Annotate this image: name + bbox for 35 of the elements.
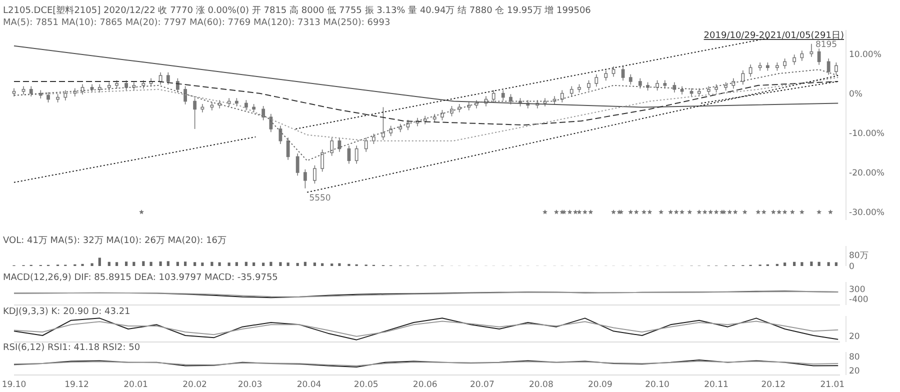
y-tick-label: -400 — [849, 295, 868, 305]
chart-title: RSI(6,12) RSI1: 41.18 RSI2: 50 — [3, 343, 140, 353]
x-tick-label: 20.09 — [588, 380, 612, 390]
y-tick-label: -20.00% — [849, 168, 884, 178]
y-tick-label: 80 — [849, 352, 860, 363]
y-tick-label: 0% — [849, 89, 862, 100]
chart-subtitle: MA(5): 7851 MA(10): 7865 MA(20): 7797 MA(60): 7769 MA(120): 7313 MA(250): 6993 — [3, 18, 390, 28]
x-tick-label: 19.12 — [64, 380, 89, 390]
x-tick-label: 20.01 — [124, 380, 148, 390]
x-tick-label: 21.01 — [820, 380, 845, 390]
chart-title: MACD(12,26,9) DIF: 85.8915 DEA: 103.9797 MACD: -35.9755 — [3, 273, 278, 283]
y-tick-label: -10.00% — [849, 128, 884, 139]
x-tick-label: 20.11 — [704, 380, 728, 390]
annotation: 8195 — [815, 40, 838, 50]
x-tick-label: 20.10 — [645, 380, 670, 390]
y-tick-label: 300 — [849, 285, 866, 295]
chart-title: VOL: 41万 MA(5): 32万 MA(10): 26万 MA(20): 16万 — [3, 236, 227, 246]
x-tick-label: 20.12 — [761, 380, 786, 390]
chart-title: L2105.DCE[塑料2105] 2020/12/22 收 7770 涨 0.00%(0) 开 7815 高 8000 低 7755 振 3.13% 量 40.94万 结 7880 仓 19.95万 增 199506 — [3, 5, 592, 16]
chart-title: KDJ(9,3,3) K: 20.90 D: 43.21 — [3, 307, 130, 317]
x-tick-label: 20.04 — [296, 380, 322, 390]
annotation: 5550 — [309, 193, 331, 204]
y-tick-label: 10.00% — [849, 50, 882, 60]
x-tick-label: 20.02 — [182, 380, 207, 390]
annotation: 2019/10/29-2021/01/05(291日) — [704, 31, 844, 41]
x-tick-label: 20.08 — [529, 380, 554, 390]
x-tick-label: 20.03 — [238, 380, 262, 390]
y-tick-label: 80万 — [849, 250, 869, 261]
x-tick-label: 20.06 — [412, 380, 438, 390]
x-tick-label: 20.07 — [470, 380, 494, 390]
y-tick-label: 0 — [849, 262, 854, 272]
x-tick-label: 19.10 — [2, 380, 26, 390]
y-tick-label: 20 — [849, 366, 860, 376]
x-tick-label: 20.05 — [354, 380, 378, 390]
y-tick-label: -30.00% — [849, 208, 884, 218]
